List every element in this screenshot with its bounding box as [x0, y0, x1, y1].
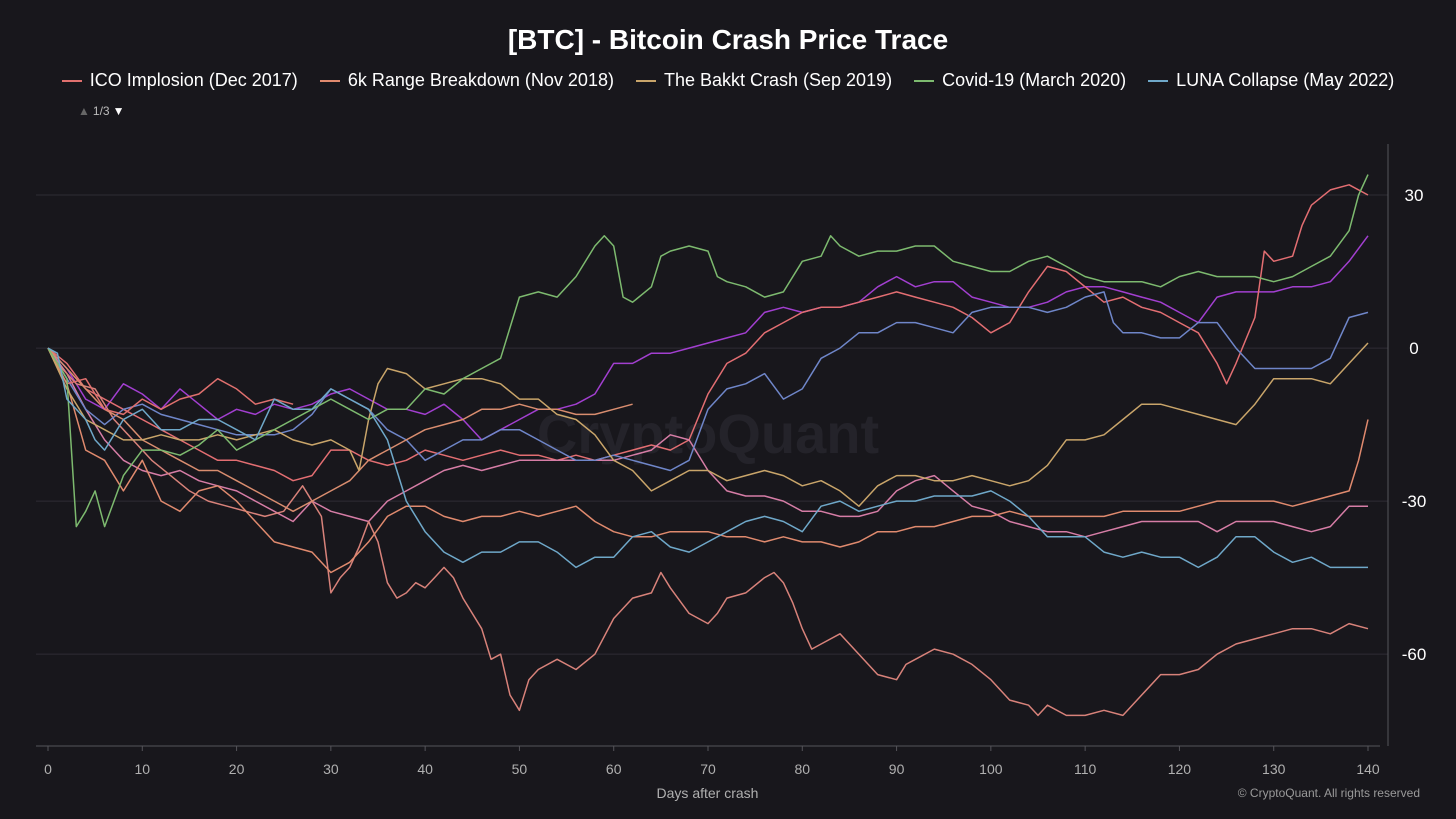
- y-tick-label: -60: [1402, 645, 1427, 664]
- x-tick-label: 90: [889, 761, 905, 777]
- legend-label: LUNA Collapse (May 2022): [1176, 70, 1395, 90]
- x-tick-label: 40: [417, 761, 433, 777]
- y-tick-label: -30: [1402, 492, 1427, 511]
- series-line-7: [47, 347, 1369, 574]
- legend-swatch: [319, 79, 340, 82]
- x-tick-label: 130: [1262, 761, 1286, 777]
- x-tick-label: 10: [134, 761, 150, 777]
- legend: ICO Implosion (Dec 2017) 6k Range Breakdo…: [0, 70, 1456, 91]
- series-line-0: [47, 235, 1369, 441]
- x-tick-label: 30: [323, 761, 339, 777]
- grid: [36, 194, 1388, 655]
- y-ticks: 30 0 -30 -60: [1402, 186, 1427, 664]
- copyright-credit: © CryptoQuant. All rights reserved: [1237, 786, 1420, 800]
- x-axis-label: Days after crash: [656, 785, 759, 801]
- series-line-5: [47, 347, 633, 513]
- series-line-10: [47, 347, 1368, 569]
- legend-swatch: [914, 79, 935, 82]
- legend-label: Covid-19 (March 2020): [942, 70, 1127, 90]
- legend-swatch: [61, 79, 82, 82]
- legend-item-4[interactable]: LUNA Collapse (May 2022): [1148, 70, 1394, 91]
- legend-label: The Bakkt Crash (Sep 2019): [663, 70, 893, 90]
- series-group: [47, 174, 1369, 717]
- series-line-1: [47, 184, 1369, 482]
- legend-swatch: [635, 79, 656, 82]
- x-tick-label: 140: [1356, 761, 1380, 777]
- series-line-4: [47, 291, 1369, 472]
- legend-item-0[interactable]: ICO Implosion (Dec 2017): [61, 70, 298, 91]
- x-tick-label: 50: [512, 761, 528, 777]
- x-tick-label: 120: [1168, 761, 1192, 777]
- legend-pager: ▲ 1/3 ▼: [78, 104, 124, 118]
- legend-item-1[interactable]: 6k Range Breakdown (Nov 2018): [319, 70, 614, 91]
- legend-label: ICO Implosion (Dec 2017): [89, 70, 298, 90]
- x-tick-label: 70: [700, 761, 716, 777]
- x-tick-label: 0: [44, 761, 52, 777]
- x-tick-label: 110: [1074, 761, 1097, 777]
- x-ticks: 0 10 20 30 40 50 60 70 80 90 100 110 120 130 140: [44, 746, 1380, 777]
- x-tick-label: 20: [229, 761, 245, 777]
- chart-title: [BTC] - Bitcoin Crash Price Trace: [507, 24, 949, 55]
- y-tick-label: 0: [1409, 339, 1418, 358]
- x-tick-label: 100: [979, 761, 1003, 777]
- y-tick-label: 30: [1405, 186, 1424, 205]
- x-tick-label: 80: [794, 761, 810, 777]
- x-tick-label: 60: [606, 761, 622, 777]
- legend-page-down-icon[interactable]: ▼: [112, 104, 125, 118]
- legend-label: 6k Range Breakdown (Nov 2018): [347, 70, 614, 90]
- legend-page-up-icon[interactable]: ▲: [78, 104, 90, 118]
- series-line-3: [47, 347, 1369, 717]
- series-line-9: [47, 174, 1369, 528]
- series-line-6: [47, 347, 294, 416]
- legend-page-indicator: 1/3: [92, 104, 110, 118]
- legend-item-3[interactable]: Covid-19 (March 2020): [914, 70, 1126, 91]
- legend-item-2[interactable]: The Bakkt Crash (Sep 2019): [635, 70, 893, 91]
- legend-swatch: [1148, 79, 1169, 82]
